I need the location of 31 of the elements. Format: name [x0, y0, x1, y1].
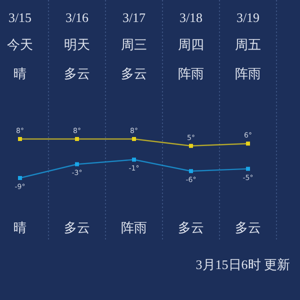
- text: 周三: [121, 37, 147, 52]
- point: [246, 166, 250, 171]
- text: 多云: [64, 66, 90, 81]
- text: 阵雨: [178, 66, 204, 81]
- category: 3/17: [122, 10, 146, 25]
- point: [246, 142, 250, 146]
- text: 周五: [235, 37, 261, 52]
- point: [18, 137, 22, 141]
- text: 阵雨: [121, 220, 147, 235]
- text: 周四: [178, 37, 204, 52]
- text: 今天: [7, 37, 33, 52]
- text: 明天: [64, 37, 90, 52]
- point: [132, 158, 136, 162]
- point: [189, 144, 193, 148]
- point: [18, 176, 22, 180]
- text: 多云: [178, 220, 204, 235]
- text: 多云: [121, 66, 147, 81]
- text: 多云: [64, 220, 90, 235]
- category: 3/18: [179, 10, 203, 25]
- point: [75, 137, 79, 141]
- point: [132, 137, 136, 141]
- text: 3月15日6时 更新: [196, 257, 290, 272]
- text: 多云: [235, 220, 261, 235]
- point: [75, 162, 79, 166]
- category: 3/19: [236, 10, 260, 25]
- text: 晴: [14, 220, 26, 235]
- category: 3/15: [8, 10, 32, 25]
- text: 晴: [14, 66, 26, 81]
- text: 阵雨: [235, 66, 261, 81]
- point: [189, 169, 193, 174]
- category: 3/16: [65, 10, 89, 25]
